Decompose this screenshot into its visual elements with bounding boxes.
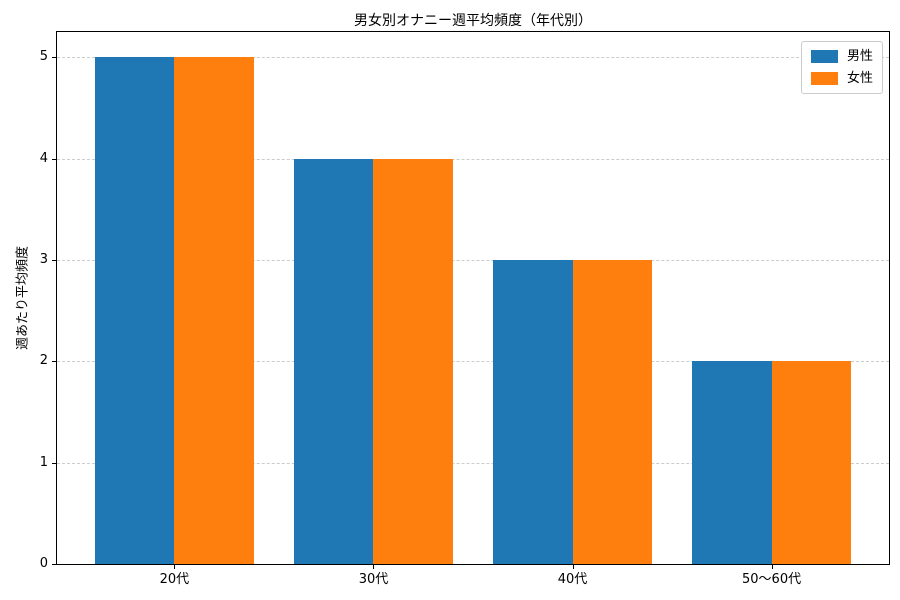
y-tick-mark-3 <box>52 260 56 261</box>
bar-male-cat3 <box>691 361 772 564</box>
legend-label-male: 男性 <box>846 49 873 64</box>
y-tick-label-0: 0 <box>39 556 48 571</box>
gridline-y5 <box>57 57 889 59</box>
x-tick-label-3: 50～60代 <box>742 572 802 587</box>
gridline-y2 <box>57 361 889 363</box>
x-tick-label-1: 30代 <box>358 572 389 587</box>
bar-female-cat3 <box>771 361 852 564</box>
y-tick-label-4: 4 <box>39 150 48 166</box>
y-tick-mark-1 <box>52 462 56 464</box>
y-tick-mark-2 <box>52 361 56 363</box>
legend-swatch-male <box>810 50 838 63</box>
bar-male-cat1 <box>293 158 374 564</box>
y-tick-label-5: 5 <box>39 49 48 65</box>
legend-label-female: 女性 <box>846 71 873 86</box>
x-tick-label-2: 40代 <box>557 572 588 587</box>
bar-female-cat0 <box>174 57 255 564</box>
x-tick-label-0: 20代 <box>159 572 190 587</box>
x-tick-mark-2 <box>572 565 574 569</box>
y-tick-label-2: 2 <box>39 353 48 369</box>
y-tick-label-3: 3 <box>39 252 48 267</box>
y-tick-mark-0 <box>52 564 56 565</box>
x-tick-mark-0 <box>174 565 176 569</box>
gridline-y4 <box>57 158 889 160</box>
gridline-y1 <box>57 462 889 464</box>
bar-female-cat2 <box>572 260 653 564</box>
legend: 男性 女性 <box>800 41 883 94</box>
chart-title: 男女別オナニー週平均頻度（年代別） <box>354 13 592 29</box>
y-tick-mark-4 <box>52 158 56 160</box>
legend-entry-male: 男性 <box>810 49 873 64</box>
y-tick-label-1: 1 <box>39 454 48 470</box>
bar-male-cat2 <box>492 260 573 564</box>
bar-female-cat1 <box>373 158 454 564</box>
legend-swatch-female <box>810 72 838 85</box>
gridline-y3 <box>57 260 889 261</box>
x-tick-mark-1 <box>373 565 375 569</box>
y-tick-mark-5 <box>52 57 56 59</box>
legend-entry-female: 女性 <box>810 71 873 86</box>
bar-male-cat0 <box>94 57 175 564</box>
x-tick-mark-3 <box>771 565 773 569</box>
plot-area: 男性 女性 <box>56 31 890 565</box>
